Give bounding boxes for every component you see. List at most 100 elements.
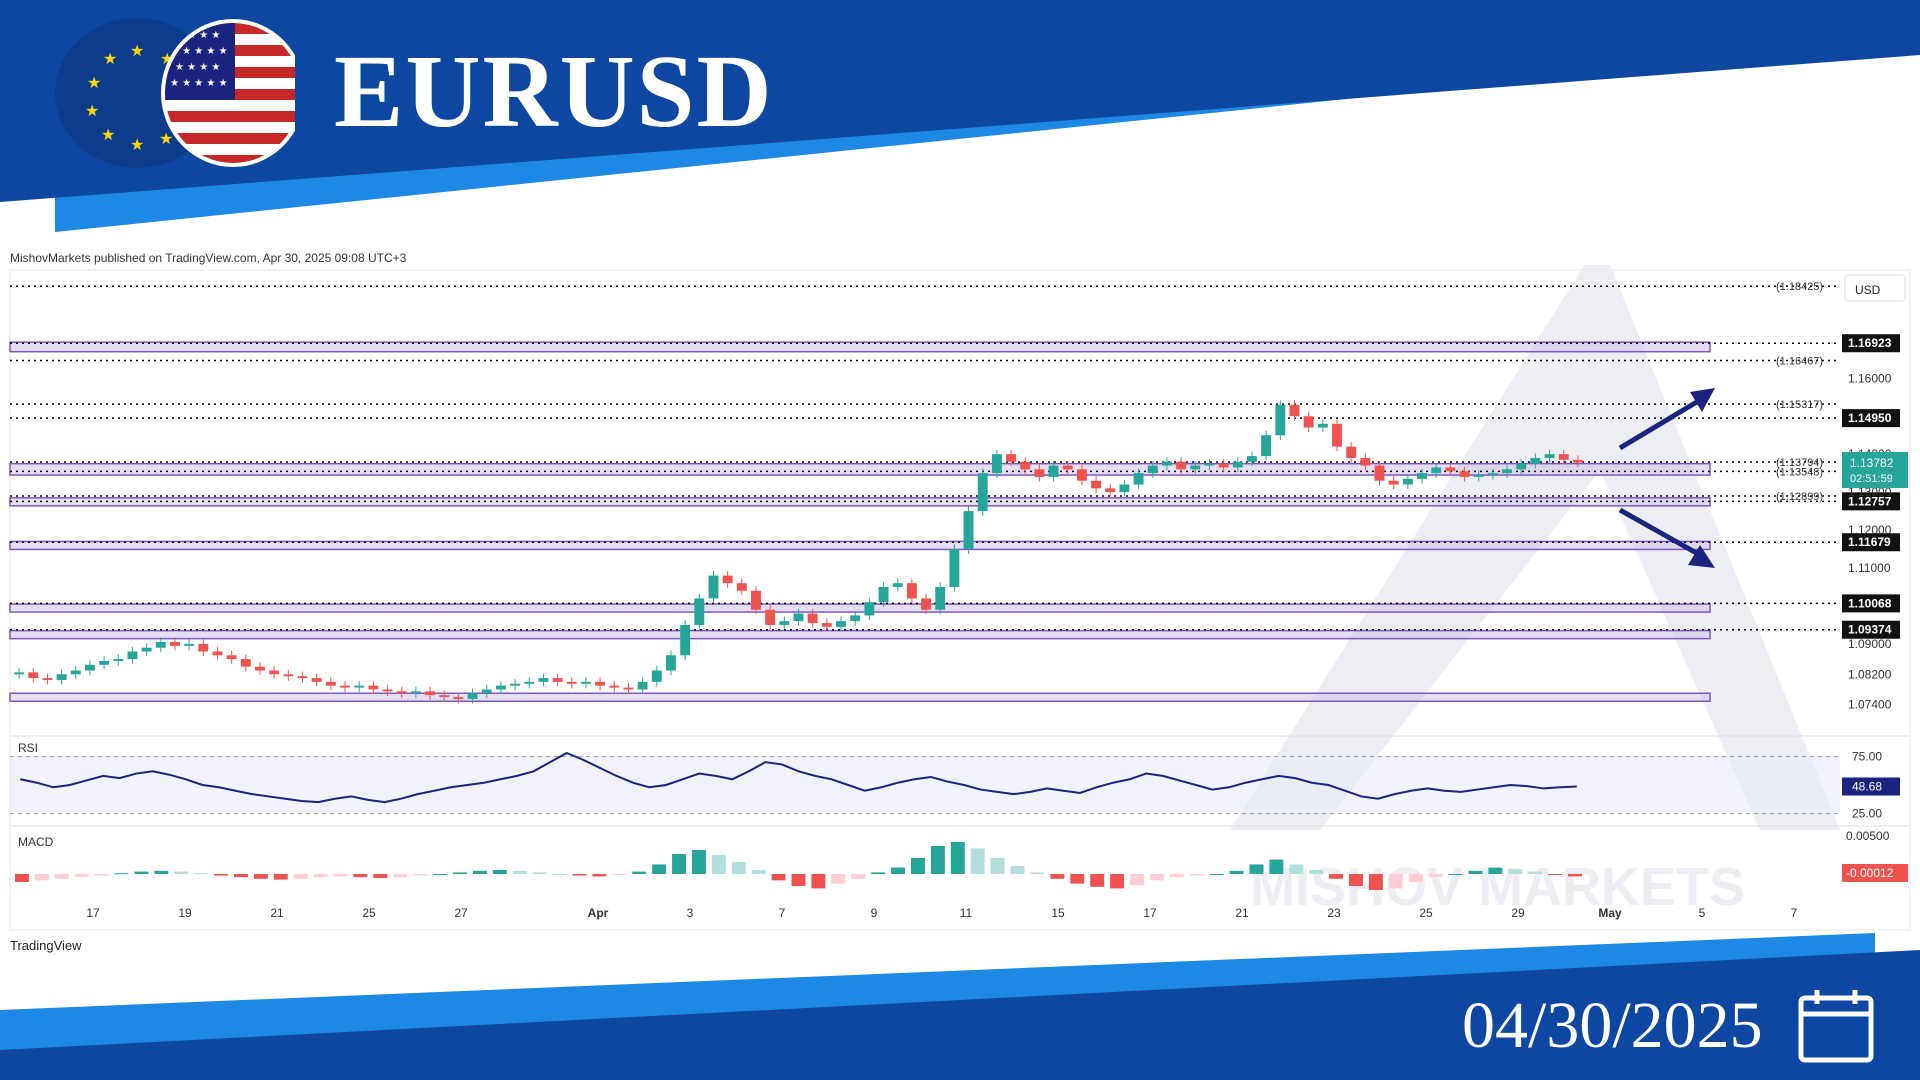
candle [1417,473,1427,479]
svg-text:★ ★ ★ ★ ★: ★ ★ ★ ★ ★ [170,46,228,57]
macd-bar [1349,874,1363,886]
macd-bar [1209,874,1224,875]
macd-bar [313,874,328,878]
candle [1034,469,1045,477]
candle [665,655,676,671]
macd-bar [1388,874,1403,889]
candle [283,674,294,677]
macd-bar [1189,874,1204,876]
candle [1190,465,1201,470]
candle [1445,467,1456,472]
macd-bar [1289,864,1304,874]
candle [1006,454,1017,462]
candle [425,691,436,696]
level-value-11: 1.10068 [1848,596,1892,610]
publish-date: 04/30/2025 [1462,989,1763,1062]
svg-text:★: ★ [130,135,144,154]
candle [453,697,464,699]
macd-bar [413,874,428,876]
rsi-value-tag [1842,777,1900,796]
macd-bar [154,870,169,874]
macd-bar [1309,870,1324,874]
candle [510,683,521,686]
level-tag-12 [1842,620,1900,639]
level-tag-9 [1842,492,1900,511]
macd-bar [94,874,109,876]
us-flag-icon: ★ ★ ★ ★ ★ ★ ★ ★ ★ ★ ★ ★ ★ ★ ★ ★ ★ ★ [161,19,305,167]
candle [949,549,960,587]
candle [1346,446,1357,458]
candle [538,678,549,682]
candle [1261,435,1272,457]
candle [14,672,25,675]
sr-zone-3 [9,497,1711,507]
candle [226,655,237,660]
macd-bar [1269,859,1284,874]
candle [1218,463,1229,468]
macd-bar [791,874,806,886]
macd-bar [1508,869,1523,874]
currency-flags: ★ ★ ★ ★ ★ ★ ★ ★ ★ ★ ★ ★ ★ ★ ★ ★ ★ ★ ★ ★ ★ ★ [55,18,305,173]
macd-bar [572,874,587,876]
macd-value: -0.00012 [1846,866,1894,880]
macd-bar [1408,874,1423,882]
candle [70,670,81,675]
macd-bar [851,874,866,879]
x-tick-label: 23 [1327,906,1341,920]
macd-bar [1548,874,1563,875]
x-tick-label: 29 [1511,906,1525,920]
macd-bar [1110,874,1125,889]
candle [935,586,946,610]
rsi-label: RSI [18,741,38,755]
macd-bar [472,870,487,874]
macd-value-tag [1842,864,1908,882]
x-tick-label: 25 [362,906,376,920]
rsi-value: 48.68 [1852,780,1882,794]
candle [977,473,988,512]
symbol-title: EURUSD [334,34,774,149]
macd-bar [691,850,706,874]
candle [680,624,691,656]
x-tick-label: 7 [779,906,786,920]
macd-bar [751,870,766,874]
x-tick-label: 17 [1143,906,1157,920]
sr-zone-7 [9,692,1711,703]
candle [736,583,747,591]
svg-text:★ ★ ★ ★: ★ ★ ★ ★ [175,30,220,41]
candle [1431,467,1442,474]
candle [1388,480,1399,485]
macd-bar [234,874,248,878]
candle [184,643,195,646]
candle [623,687,634,690]
candle [113,659,124,661]
svg-text:★: ★ [130,41,144,60]
candle [1204,463,1215,466]
x-tick-label: 19 [178,906,192,920]
level-value-8: (1.12899) [1776,491,1823,503]
candle [850,615,861,622]
current-price-tag: 1.13782 02:51:59 [1842,452,1908,488]
candle [240,659,251,667]
macd-bar [393,874,408,878]
macd-bar [1528,871,1543,874]
candle [269,670,280,675]
candle [1119,484,1130,493]
candle [878,586,889,603]
candle [1020,461,1031,470]
macd-bar [1448,874,1463,875]
candle [991,454,1002,474]
macd-bar [1249,864,1264,874]
x-tick-label: 7 [1791,906,1798,920]
candle [84,664,95,671]
sr-zone-5 [9,603,1711,613]
candle [807,613,818,624]
candle [1459,471,1470,477]
currency-label: USD [1855,283,1881,297]
macd-bar [811,874,826,889]
candle [821,623,832,627]
macd-bar [552,874,567,875]
candle [127,651,138,660]
candle [1161,461,1172,466]
candle [297,676,308,679]
